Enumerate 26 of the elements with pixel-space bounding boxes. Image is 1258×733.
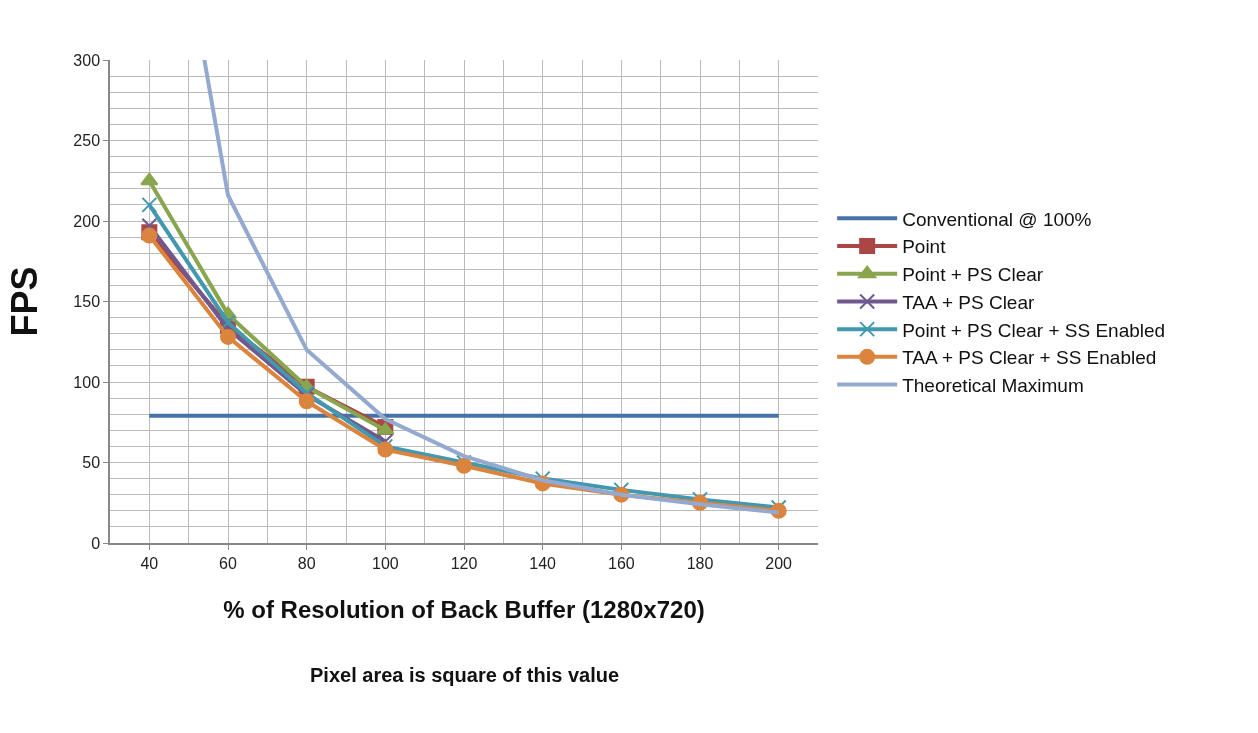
legend-label: Conventional @ 100% [902,208,1092,230]
x-tick-label: 100 [371,554,399,572]
y-tick-label: 100 [73,373,101,391]
x-tick-label: 60 [219,554,237,572]
x-tick-label: 200 [765,554,793,572]
y-tick-label: 300 [73,51,101,69]
legend-label: TAA + PS Clear + SS Enabled [902,347,1157,369]
y-tick-label: 200 [73,212,101,230]
legend-label: Point [902,236,947,258]
x-tick-label: 160 [607,554,635,572]
text: Pixel area is square of this value [310,664,620,686]
x-tick-label: 80 [297,554,316,572]
y-tick-label: 0 [91,534,101,552]
legend-label: Point + PS Clear + SS Enabled [902,319,1166,341]
x-tick-label: 140 [529,554,557,572]
legend-label: Theoretical Maximum [902,374,1084,396]
y-tick-label: 150 [73,293,101,311]
x-tick-label: 40 [140,554,159,572]
legend-label: Point + PS Clear [902,264,1044,286]
x-tick-label: 120 [450,554,478,572]
y-tick-label: 250 [73,132,101,150]
legend-label: TAA + PS Clear [902,291,1036,313]
y-tick-label: 50 [82,454,101,472]
x-tick-label: 180 [686,554,714,572]
y-axis-title: FPS [3,266,45,337]
x-axis-title: % of Resolution of Back Buffer (1280x720) [223,595,705,623]
